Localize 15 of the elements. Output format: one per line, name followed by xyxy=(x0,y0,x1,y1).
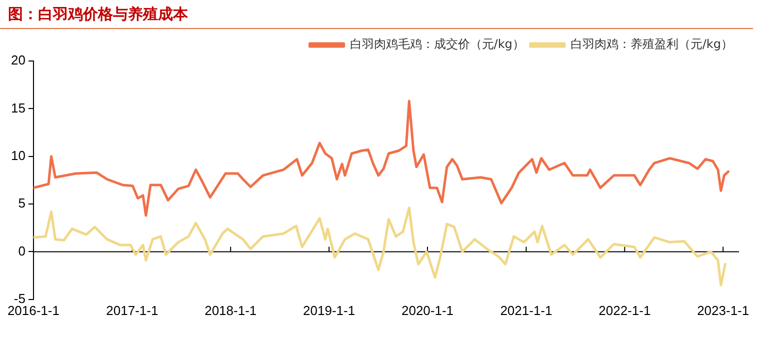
y-tick-label: 0 xyxy=(18,243,26,258)
x-tick-label: 2020-1-1 xyxy=(401,302,454,318)
x-tick-label: 2019-1-1 xyxy=(303,302,356,318)
x-tick-label: 2018-1-1 xyxy=(204,302,257,318)
x-tick-label: 2022-1-1 xyxy=(598,302,651,318)
x-tick-label: 2017-1-1 xyxy=(106,302,158,318)
y-tick-label: 5 xyxy=(18,196,26,211)
y-tick-label: 20 xyxy=(10,52,26,68)
x-tick-label: 2023-1-1 xyxy=(697,302,750,318)
x-tick-label: 2021-1-1 xyxy=(500,302,552,318)
y-tick-label: 15 xyxy=(10,100,26,116)
chart-title: 图：白羽鸡价格与养殖成本 xyxy=(0,0,753,29)
legend-label: 白羽肉鸡：养殖盈利（元/kg） xyxy=(570,37,733,52)
legend-label: 白羽肉鸡毛鸡：成交价（元/kg） xyxy=(350,37,524,52)
y-tick-label: 10 xyxy=(10,148,26,163)
